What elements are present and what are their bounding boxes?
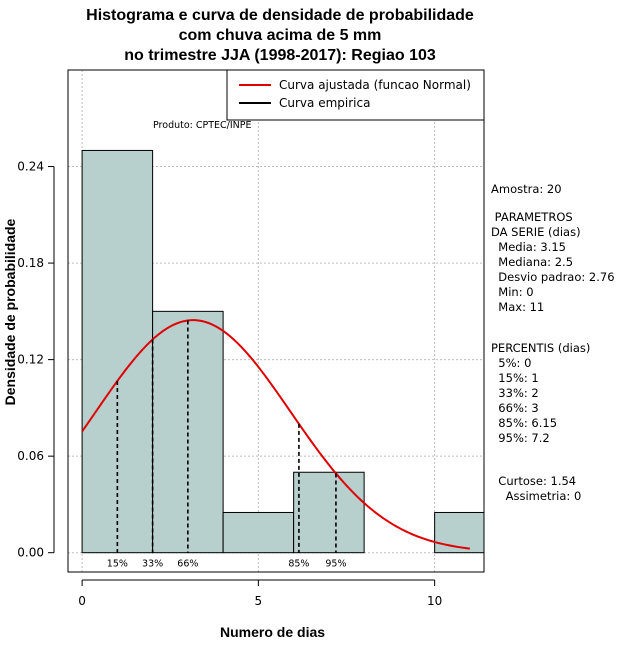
percentile-marker-label: 95% (325, 559, 346, 570)
y-tick-label: 0.06 (17, 449, 44, 463)
chart-title-line-3: no trimestre JJA (1998-2017): Regiao 103 (124, 47, 436, 64)
normal-fit-curve (81, 319, 471, 550)
histogram-bar (222, 511, 295, 554)
y-tick-label: 0.12 (17, 353, 44, 367)
shape-stats: Curtose: 1.54 Assimetria: 0 (498, 474, 582, 503)
x-tick-label: 10 (427, 594, 442, 608)
chart-title-line-2: com chuva acima de 5 mm (178, 27, 382, 44)
x-tick-label: 0 (78, 594, 86, 608)
percentile-marker-label: 66% (177, 559, 198, 570)
y-tick-label: 0.18 (17, 256, 44, 270)
x-tick-label: 5 (255, 594, 263, 608)
percentiles-title: PERCENTIS (dias) (491, 341, 591, 355)
legend-box (226, 69, 485, 121)
percentile-marker-label: 85% (288, 559, 309, 570)
x-axis-label: Numero de dias (220, 624, 326, 640)
percentile-marker-label: 33% (142, 559, 163, 570)
y-tick-label: 0.24 (17, 160, 44, 174)
legend-label: Curva ajustada (funcao Normal) (279, 78, 471, 92)
params-values: Media: 3.15 Mediana: 2.5 Desvio padrao: … (498, 240, 615, 314)
chart-title-line-1: Histograma e curva de densidade de proba… (86, 7, 474, 24)
params-title: PARAMETROS DA SERIE (dias) (491, 210, 581, 239)
percentile-marker-label: 15% (107, 559, 128, 570)
histogram-bar (293, 471, 365, 554)
legend-label: Curva empirica (279, 96, 370, 110)
y-tick-label: 0.00 (17, 546, 44, 560)
legend: Curva ajustada (funcao Normal) Curva empi… (226, 69, 485, 121)
product-note: Produto: CPTEC/INPE (153, 120, 252, 131)
sample-size: Amostra: 20 (491, 182, 562, 196)
histogram-bar (434, 511, 485, 554)
percentiles-values: 5%: 0 15%: 1 33%: 2 66%: 3 85%: 6.15 95%… (498, 356, 558, 445)
y-axis-label: Densidade de probabilidade (2, 218, 18, 406)
